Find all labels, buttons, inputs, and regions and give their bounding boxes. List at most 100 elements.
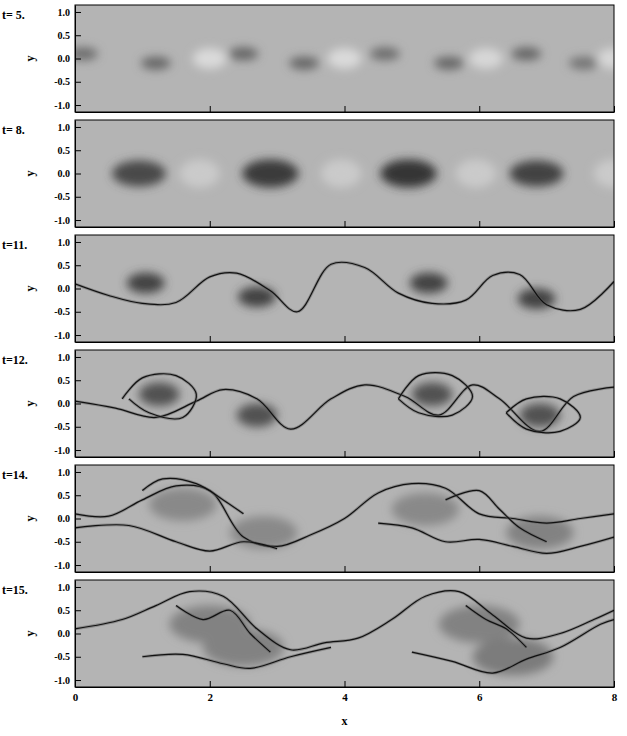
field-blob <box>439 606 520 643</box>
y-axis: -1.0-0.50.00.51.0 <box>54 121 81 228</box>
x-tick <box>210 451 211 457</box>
panel-title: t=14. <box>2 468 28 482</box>
y-tick-label: -1.0 <box>54 100 70 111</box>
filament-halo <box>75 385 614 432</box>
plot-frame <box>75 580 614 687</box>
filament <box>398 373 472 417</box>
y-tick: -0.5 <box>54 421 81 432</box>
field-blob <box>75 47 98 60</box>
y-tick: -1.0 <box>54 560 81 571</box>
field-blob <box>597 48 614 68</box>
y-tick-label: 0.5 <box>58 375 71 386</box>
field-blob <box>569 57 599 70</box>
x-tick-mark <box>479 566 480 572</box>
x-tick-mark <box>210 681 211 687</box>
filament <box>176 606 270 653</box>
y-tick: 1.0 <box>58 352 82 363</box>
y-axis-title: y <box>23 286 37 292</box>
x-tick-label: 2 <box>208 691 214 703</box>
y-tick-mark <box>75 610 81 611</box>
y-tick-mark <box>75 519 81 520</box>
y-tick-label: 0.5 <box>58 605 71 616</box>
y-tick: 0.5 <box>58 375 82 386</box>
x-tick-mark <box>345 336 346 342</box>
y-tick-mark <box>75 220 81 221</box>
field-blob <box>141 57 171 70</box>
panel-title: t= 5. <box>2 8 25 22</box>
y-axis: -1.0-0.50.00.51.0 <box>54 466 81 573</box>
x-axis <box>76 566 615 573</box>
field-blob <box>510 160 564 186</box>
x-tick-mark <box>614 221 615 227</box>
x-axis-line <box>76 572 615 573</box>
plot-background <box>75 120 614 227</box>
x-tick-mark <box>479 451 480 457</box>
y-tick-label: -0.5 <box>54 306 70 317</box>
y-tick: -0.5 <box>54 536 81 547</box>
filament <box>412 620 614 674</box>
field-blob <box>242 160 299 188</box>
y-tick-mark <box>75 174 81 175</box>
x-tick <box>210 336 211 342</box>
y-tick: 1.0 <box>58 237 82 248</box>
plot-frame <box>75 5 614 112</box>
y-tick: 1.0 <box>58 582 82 593</box>
plot-background <box>75 350 614 457</box>
plot-background <box>75 465 614 572</box>
y-tick: 0.5 <box>58 260 82 271</box>
field-blob <box>410 273 448 293</box>
y-tick-label: -0.5 <box>54 536 70 547</box>
y-tick-label: 0.0 <box>58 53 71 64</box>
y-tick: -1.0 <box>54 675 81 686</box>
filament-halo <box>75 483 614 546</box>
y-tick-label: 0.0 <box>58 628 71 639</box>
x-tick <box>345 451 346 457</box>
y-tick-label: 1.0 <box>58 467 71 478</box>
x-tick <box>479 566 480 572</box>
y-tick-label: -1.0 <box>54 675 70 686</box>
filaments <box>75 373 614 433</box>
x-tick <box>345 221 346 227</box>
filament <box>378 523 614 553</box>
field-blobs <box>112 160 614 188</box>
x-tick-mark <box>75 106 76 112</box>
x-tick-mark <box>614 566 615 572</box>
x-axis-line <box>76 457 615 458</box>
y-tick: 1.0 <box>58 7 82 18</box>
plot-area <box>75 235 614 342</box>
field-blob <box>469 48 503 68</box>
y-tick-mark <box>75 472 81 473</box>
y-tick-label: -0.5 <box>54 191 70 202</box>
filament-halo <box>142 647 331 668</box>
y-tick: -1.0 <box>54 445 81 456</box>
y-tick-mark <box>75 450 81 451</box>
field-blob <box>434 57 464 70</box>
x-tick <box>345 106 346 112</box>
plot-background <box>75 580 614 687</box>
x-tick <box>75 451 76 457</box>
x-tick <box>345 566 346 572</box>
filament <box>142 647 331 668</box>
x-tick-mark <box>345 451 346 457</box>
plot-frame <box>75 120 614 227</box>
x-tick-mark <box>75 566 76 572</box>
panel: -1.0-0.50.00.51.0t=11.y <box>2 235 615 343</box>
y-tick-mark <box>75 404 81 405</box>
y-tick: 0.0 <box>58 398 82 409</box>
filament-halo <box>75 591 614 650</box>
panel: -1.0-0.50.00.51.002468t=15.yx <box>2 580 618 728</box>
x-tick-label: 6 <box>477 691 483 703</box>
filament-halo <box>75 525 277 551</box>
panel-title: t=15. <box>2 583 28 597</box>
x-tick-mark <box>479 106 480 112</box>
panel: -1.0-0.50.00.51.0t=12.y <box>2 350 615 458</box>
field-blob <box>473 638 554 675</box>
plot-frame <box>75 465 614 572</box>
panel-title: t= 8. <box>2 123 25 137</box>
plot-area <box>75 580 614 687</box>
x-tick <box>75 566 76 572</box>
y-tick-label: -1.0 <box>54 445 70 456</box>
panel: -1.0-0.50.00.51.0t= 5.y <box>2 5 627 113</box>
field-blob <box>289 57 319 70</box>
y-tick-label: -0.5 <box>54 76 70 87</box>
